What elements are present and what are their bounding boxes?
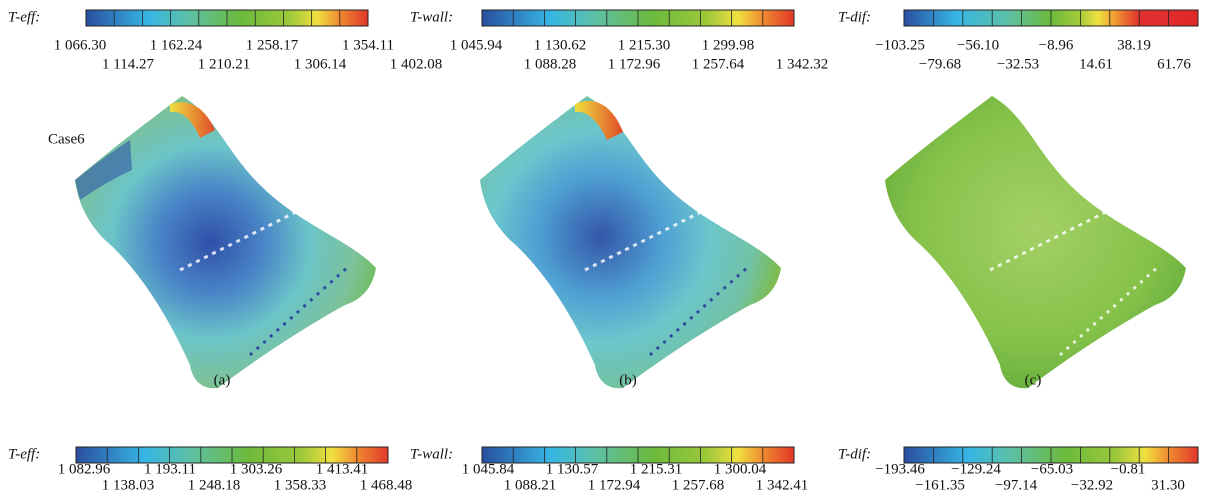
colorbar-tick-label: 1 172.96 [608, 56, 661, 72]
colorbar-tick-label: 1 130.62 [534, 37, 587, 53]
colorbar-tick-label: 1 303.26 [230, 461, 283, 477]
colorbar-tick-label: 1 300.04 [714, 461, 767, 477]
colorbar-tick-label: 1 088.28 [524, 56, 577, 72]
colorbar-label: T-wall: [410, 446, 453, 462]
colorbar-label: T-dif: [838, 9, 871, 25]
blade-b [480, 96, 781, 389]
colorbar-tick-label: −97.14 [995, 477, 1038, 490]
colorbar-tick-label: 1 045.94 [450, 37, 503, 53]
colorbar-tick-label: 1 257.68 [672, 477, 725, 490]
panel-label: (c) [1025, 372, 1042, 388]
panel-a [75, 96, 376, 389]
case-label: Case6 [48, 131, 85, 147]
colorbar-tick-label: 1 088.21 [504, 477, 557, 490]
colorbar-tick-label: 14.61 [1079, 56, 1113, 72]
blade-a [75, 96, 376, 389]
colorbar-tick-label: 1 468.48 [360, 477, 413, 490]
colorbar-tick-label: 1 138.03 [102, 477, 155, 490]
colorbar-tick-label: 38.19 [1117, 37, 1151, 53]
colorbar-tick-label: 1 193.11 [144, 461, 196, 477]
colorbar-tick-label: 1 114.27 [102, 56, 154, 72]
colorbar-tick-label: −0.81 [1111, 461, 1146, 477]
colorbar-tick-label: −32.53 [997, 56, 1039, 72]
blade-hot-edge [575, 100, 623, 140]
colorbar-label: T-eff: [8, 446, 40, 462]
colorbar-tick-label: 1 210.21 [198, 56, 251, 72]
colorbar-tick-label: −79.68 [919, 56, 961, 72]
colorbar-tick-label: −161.35 [915, 477, 965, 490]
colorbar-tick-label: 1 342.41 [756, 477, 809, 490]
colorbar-tick-label: 1 402.08 [390, 56, 443, 72]
colorbar-label: T-eff: [8, 9, 40, 25]
panel-b [480, 96, 781, 389]
colorbar-tick-label: 1 358.33 [274, 477, 327, 490]
colorbar-tick-label: 1 413.41 [316, 461, 369, 477]
colorbar-label: T-wall: [410, 9, 453, 25]
colorbar-tick-label: 1 342.32 [776, 56, 829, 72]
colorbar-tick-label: 61.76 [1157, 56, 1191, 72]
panel-label: (b) [619, 372, 637, 388]
colorbar-tick-label: −129.24 [951, 461, 1001, 477]
panel-c [885, 96, 1186, 389]
colorbar-tick-label: −32.92 [1071, 477, 1113, 490]
cooling-holes [989, 208, 1111, 272]
colorbar-tick-label: 1 162.24 [150, 37, 203, 53]
colorbar-tick-label: 1 082.96 [58, 461, 111, 477]
panel-label: (a) [214, 372, 231, 388]
colorbar-tick-label: −8.96 [1039, 37, 1074, 53]
colorbar-tick-label: 1 257.64 [692, 56, 745, 72]
colorbar-tick-label: 1 045.84 [462, 461, 515, 477]
colorbar-tick-label: 1 130.57 [546, 461, 599, 477]
colorbar-tick-label: 1 354.11 [342, 37, 394, 53]
colorbar-tick-label: −103.25 [875, 37, 925, 53]
colorbar-tick-label: 31.30 [1151, 477, 1185, 490]
colorbar-tick-label: −56.10 [957, 37, 999, 53]
blade-c [885, 96, 1186, 389]
colorbar-tick-label: 1 172.94 [588, 477, 641, 490]
colorbar-tick-label: 1 215.30 [618, 37, 671, 53]
colorbar-tick-label: 1 258.17 [246, 37, 299, 53]
colorbar-tick-label: 1 066.30 [54, 37, 107, 53]
blade-shade [75, 140, 132, 200]
colorbar-tick-label: −193.46 [875, 461, 925, 477]
blade-hot-edge [170, 102, 215, 138]
colorbar-label: T-dif: [838, 446, 871, 462]
cooling-holes [179, 208, 301, 272]
cooling-holes [584, 208, 706, 272]
colorbar-tick-label: 1 299.98 [702, 37, 755, 53]
colorbar-tick-label: 1 306.14 [294, 56, 347, 72]
colorbar-tick-label: −65.03 [1031, 461, 1073, 477]
colorbar-tick-label: 1 248.18 [188, 477, 241, 490]
colorbar-tick-label: 1 215.31 [630, 461, 683, 477]
